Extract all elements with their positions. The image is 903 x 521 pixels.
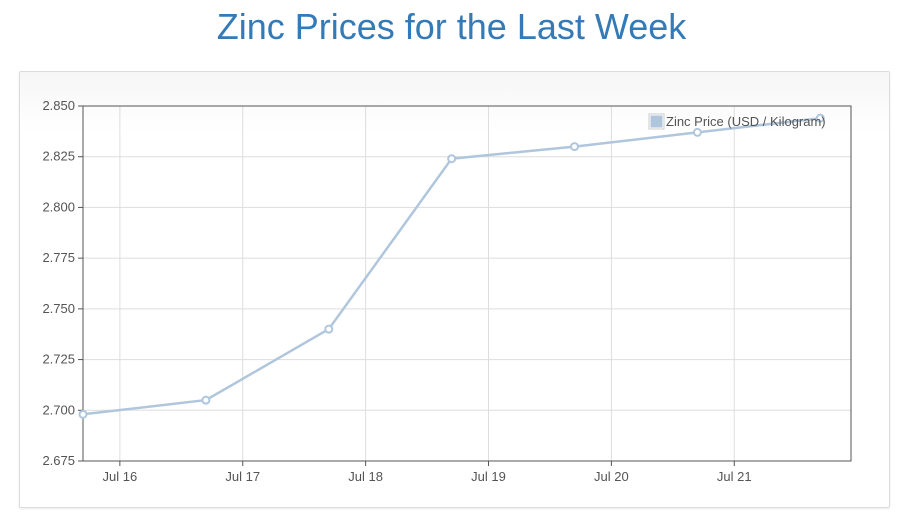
data-point [201, 395, 211, 405]
y-tick-label: 2.700 [42, 402, 75, 417]
data-point [78, 409, 88, 419]
x-tick-label: Jul 21 [717, 469, 752, 484]
x-tick-label: Jul 17 [225, 469, 260, 484]
y-tick-label: 2.775 [42, 250, 75, 265]
legend-label: Zinc Price (USD / Kilogram) [666, 114, 826, 129]
data-point [692, 127, 702, 137]
x-tick-label: Jul 20 [594, 469, 629, 484]
data-point [815, 113, 825, 123]
y-tick-label: 2.850 [42, 98, 75, 113]
y-tick-label: 2.675 [42, 453, 75, 468]
y-tick-label: 2.800 [42, 199, 75, 214]
plot-area [78, 113, 825, 419]
y-tick-label: 2.725 [42, 352, 75, 367]
legend: Zinc Price (USD / Kilogram) [648, 113, 826, 130]
x-tick-label: Jul 16 [103, 469, 138, 484]
y-tick-label: 2.750 [42, 301, 75, 316]
x-tick-label: Jul 19 [471, 469, 506, 484]
plot-border [82, 105, 852, 462]
data-point [447, 154, 457, 164]
panel-header-gradient [20, 72, 889, 132]
page-title: Zinc Prices for the Last Week [216, 6, 687, 47]
grid-lines [78, 105, 852, 466]
data-point [570, 142, 580, 152]
chart-panel [19, 71, 890, 508]
data-point [324, 324, 334, 334]
legend-swatch [649, 114, 664, 129]
x-tick-label: Jul 18 [348, 469, 383, 484]
y-tick-label: 2.825 [42, 149, 75, 164]
axis-ticks: 2.675 2.700 2.725 2.750 2.775 2.800 2.825 2.850… [42, 98, 751, 484]
legend-swatch-border [648, 113, 665, 130]
